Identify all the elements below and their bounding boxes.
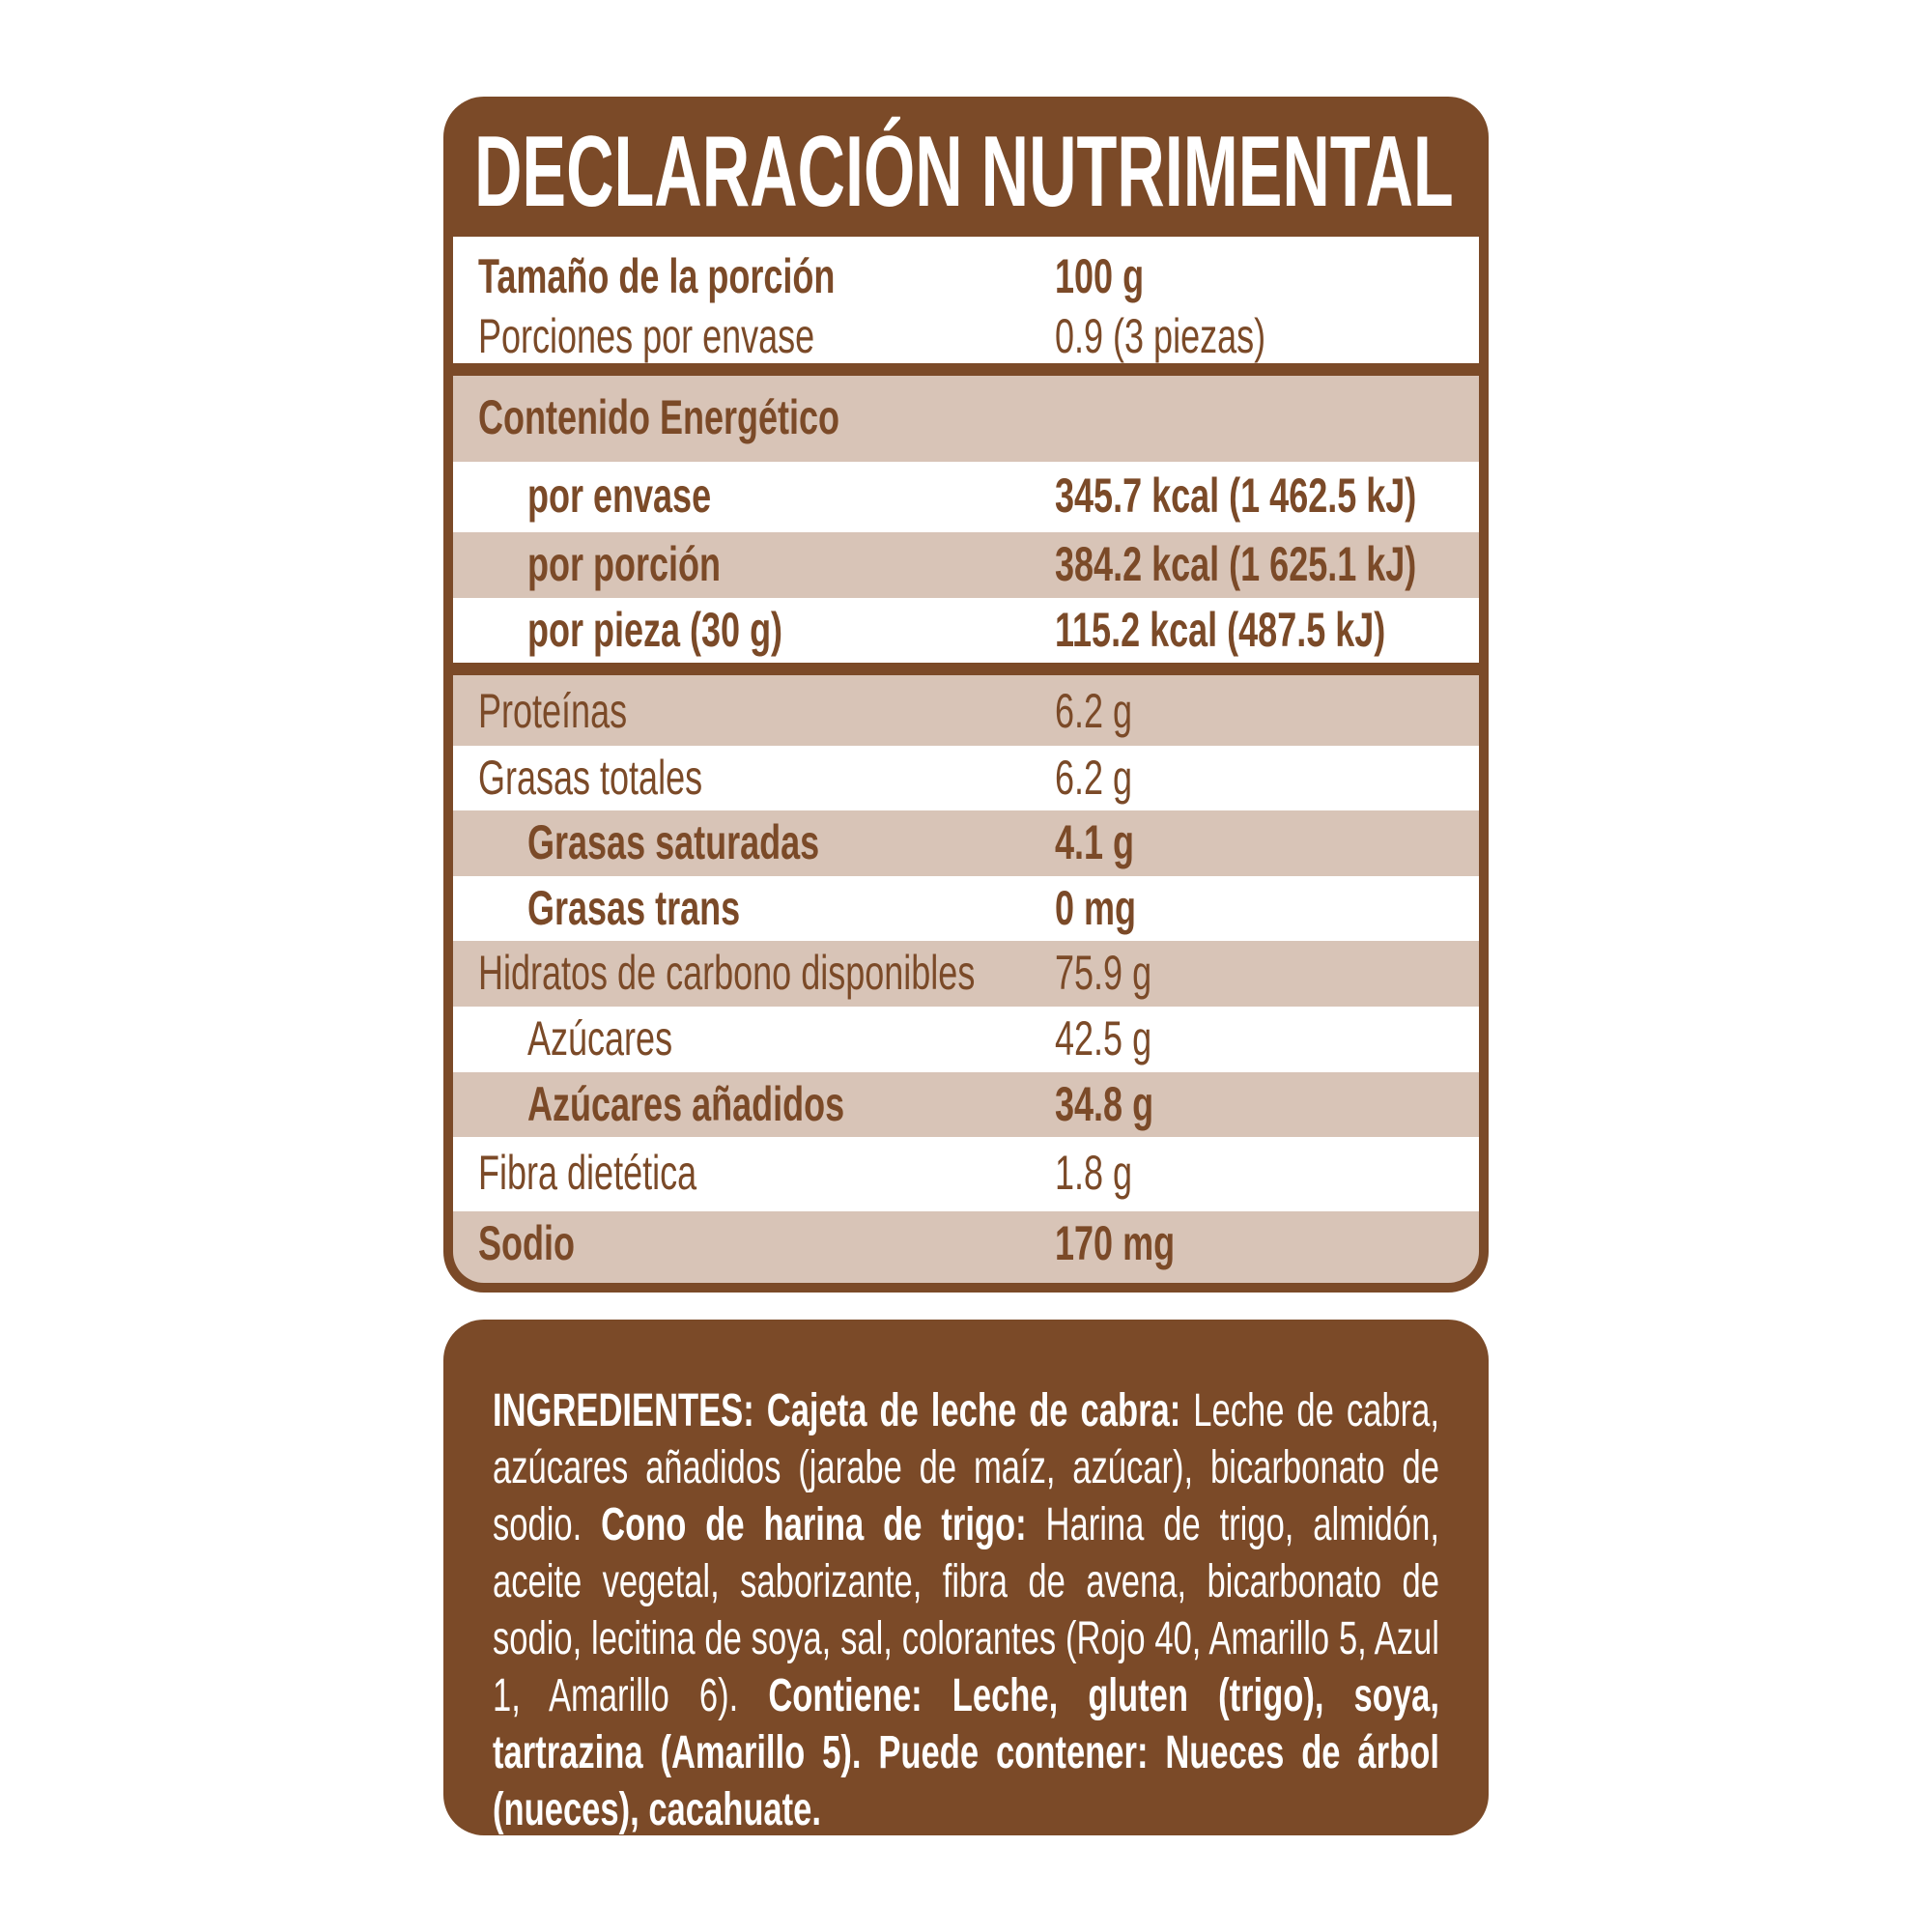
nutrient-value: 42.5 g — [1055, 1011, 1152, 1065]
energy-value: 345.7 kcal (1 462.5 kJ) — [1055, 469, 1417, 523]
allergen-statement: Contiene: Leche, gluten (trigo), soya, t… — [493, 1670, 1439, 1835]
nutrient-label: Grasas trans — [527, 881, 741, 935]
nutrient-label: Azúcares — [527, 1011, 673, 1065]
ingredients-text: INGREDIENTES: Cajeta de leche de cabra: … — [493, 1382, 1439, 1835]
ingredients-cone-heading: Cono de harina de trigo: — [601, 1499, 1027, 1550]
energy-row: por porción 384.2 kcal (1 625.1 kJ) — [453, 532, 1479, 598]
nutrition-title: DECLARACIÓN NUTRIMENTAL — [474, 116, 1454, 228]
energy-row: por pieza (30 g) 115.2 kcal (487.5 kJ) — [453, 598, 1479, 663]
nutrient-value: 75.9 g — [1055, 946, 1152, 1000]
energy-value: 384.2 kcal (1 625.1 kJ) — [1055, 537, 1417, 591]
nutrition-facts-panel: DECLARACIÓN NUTRIMENTAL Tamaño de la por… — [443, 97, 1489, 1293]
nutrient-row: Grasas trans 0 mg — [453, 876, 1479, 941]
energy-value: 115.2 kcal (487.5 kJ) — [1055, 603, 1386, 657]
energy-header: Contenido Energético — [478, 390, 840, 444]
energy-header-row: Contenido Energético — [453, 376, 1479, 462]
nutrient-row: Proteínas 6.2 g — [453, 675, 1479, 746]
energy-label: por porción — [527, 537, 721, 591]
nutrient-row: Azúcares añadidos 34.8 g — [453, 1072, 1479, 1137]
ingredients-cone: Harina de trigo, almidón, aceite vegetal… — [493, 1499, 1439, 1721]
nutrient-value: 34.8 g — [1055, 1077, 1154, 1131]
nutrient-row: Grasas saturadas 4.1 g — [453, 810, 1479, 876]
nutrient-label: Hidratos de carbono disponibles — [478, 946, 976, 1000]
ingredients-panel: INGREDIENTES: Cajeta de leche de cabra: … — [443, 1320, 1489, 1835]
nutrient-row: Hidratos de carbono disponibles 75.9 g — [453, 941, 1479, 1007]
servings-per-container-value: 0.9 (3 piezas) — [1055, 309, 1266, 363]
nutrient-value: 6.2 g — [1055, 751, 1133, 805]
nutrient-value: 4.1 g — [1055, 815, 1135, 869]
energy-label: por envase — [527, 469, 712, 523]
nutrient-label: Proteínas — [478, 684, 628, 738]
nutrient-value: 170 mg — [1055, 1216, 1176, 1270]
serving-section: Tamaño de la porción 100 g Porciones por… — [453, 237, 1479, 363]
nutrient-label: Fibra dietética — [478, 1146, 697, 1200]
servings-per-container-label: Porciones por envase — [478, 309, 815, 363]
nutrient-label: Grasas totales — [478, 751, 703, 805]
nutrient-row: Azúcares 42.5 g — [453, 1007, 1479, 1072]
energy-label: por pieza (30 g) — [527, 603, 783, 657]
nutrient-row: Grasas totales 6.2 g — [453, 746, 1479, 810]
nutrient-row: Fibra dietética 1.8 g — [453, 1137, 1479, 1211]
nutrient-value: 1.8 g — [1055, 1146, 1133, 1200]
serving-size-label: Tamaño de la porción — [478, 249, 836, 303]
nutrient-label: Azúcares añadidos — [527, 1077, 845, 1131]
nutrient-label: Grasas saturadas — [527, 815, 820, 869]
ingredients-heading: INGREDIENTES: Cajeta de leche de cabra: — [493, 1385, 1181, 1436]
energy-row: por envase 345.7 kcal (1 462.5 kJ) — [453, 462, 1479, 532]
serving-size-value: 100 g — [1055, 249, 1145, 303]
nutrient-value: 0 mg — [1055, 881, 1137, 935]
ingredients-cajeta: Leche de cabra, azúcares añadidos (jarab… — [493, 1385, 1439, 1550]
nutrient-value: 6.2 g — [1055, 684, 1133, 738]
nutrient-row: Sodio 170 mg — [453, 1211, 1479, 1283]
nutrient-label: Sodio — [478, 1216, 575, 1270]
